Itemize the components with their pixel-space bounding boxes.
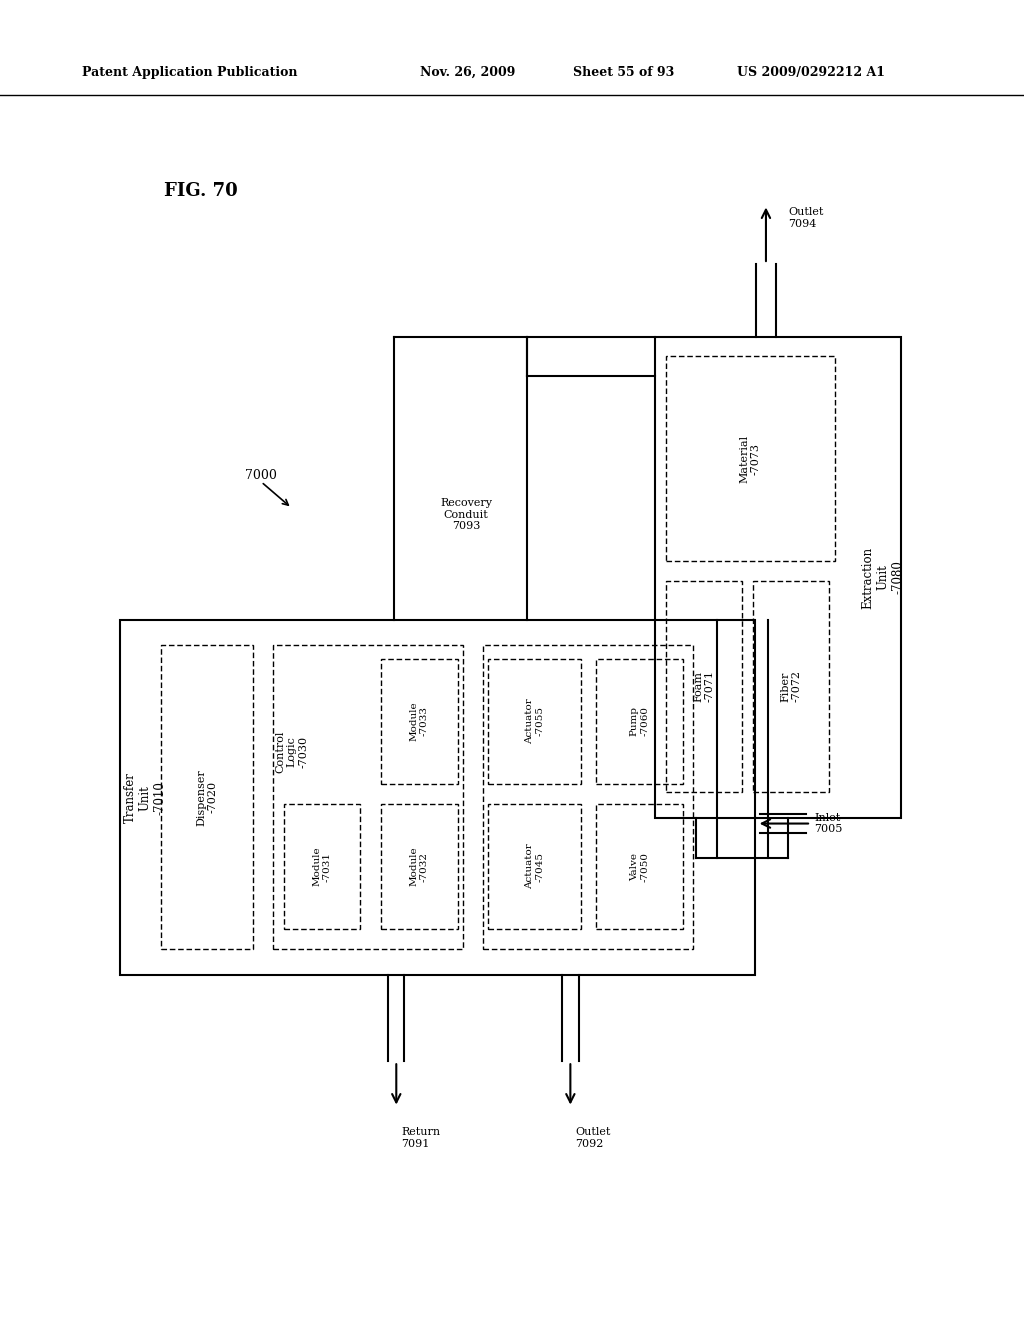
Text: Transfer
Unit
‐7010: Transfer Unit ‐7010 <box>124 772 167 824</box>
Text: Fiber
‐7072: Fiber ‐7072 <box>780 671 802 702</box>
Text: Return
7091: Return 7091 <box>401 1127 440 1148</box>
Text: Nov. 26, 2009: Nov. 26, 2009 <box>420 66 515 79</box>
Bar <box>596 804 683 929</box>
Bar <box>161 645 253 949</box>
Text: Actuator
‐7045: Actuator ‐7045 <box>525 843 544 890</box>
Text: FIG. 70: FIG. 70 <box>164 182 238 201</box>
Text: 7000: 7000 <box>245 469 278 482</box>
Bar <box>666 581 742 792</box>
Text: Valve
‐7050: Valve ‐7050 <box>630 851 649 882</box>
Text: Dispenser
‐7020: Dispenser ‐7020 <box>196 770 218 825</box>
Text: Pump
‐7060: Pump ‐7060 <box>630 706 649 737</box>
Text: Outlet
7094: Outlet 7094 <box>788 207 824 228</box>
Text: US 2009/0292212 A1: US 2009/0292212 A1 <box>737 66 886 79</box>
Text: Actuator
‐7055: Actuator ‐7055 <box>525 698 544 744</box>
Bar <box>273 645 463 949</box>
Text: Recovery
Conduit
7093: Recovery Conduit 7093 <box>440 498 492 532</box>
Text: Control
Logic
‐7030: Control Logic ‐7030 <box>275 730 308 774</box>
Bar <box>596 659 683 784</box>
Text: Module
‐7032: Module ‐7032 <box>410 846 429 887</box>
Text: Sheet 55 of 93: Sheet 55 of 93 <box>573 66 675 79</box>
Text: Patent Application Publication: Patent Application Publication <box>82 66 297 79</box>
Bar <box>753 581 829 792</box>
Text: Material
‐7073: Material ‐7073 <box>739 434 761 483</box>
Bar <box>284 804 360 929</box>
Bar <box>666 356 835 561</box>
Text: Inlet
7005: Inlet 7005 <box>814 813 843 834</box>
Bar <box>381 659 458 784</box>
Bar <box>655 337 901 818</box>
Text: Outlet
7092: Outlet 7092 <box>575 1127 611 1148</box>
Bar <box>120 620 755 975</box>
Text: Module
‐7033: Module ‐7033 <box>410 701 429 742</box>
Text: Foam
‐7071: Foam ‐7071 <box>693 671 715 702</box>
Bar <box>381 804 458 929</box>
Bar <box>488 804 581 929</box>
Text: Extraction
Unit
‐7080: Extraction Unit ‐7080 <box>861 546 904 609</box>
Text: ‐7010: ‐7010 <box>139 810 152 843</box>
Bar <box>483 645 693 949</box>
Bar <box>488 659 581 784</box>
Text: Module
‐7031: Module ‐7031 <box>312 846 332 887</box>
